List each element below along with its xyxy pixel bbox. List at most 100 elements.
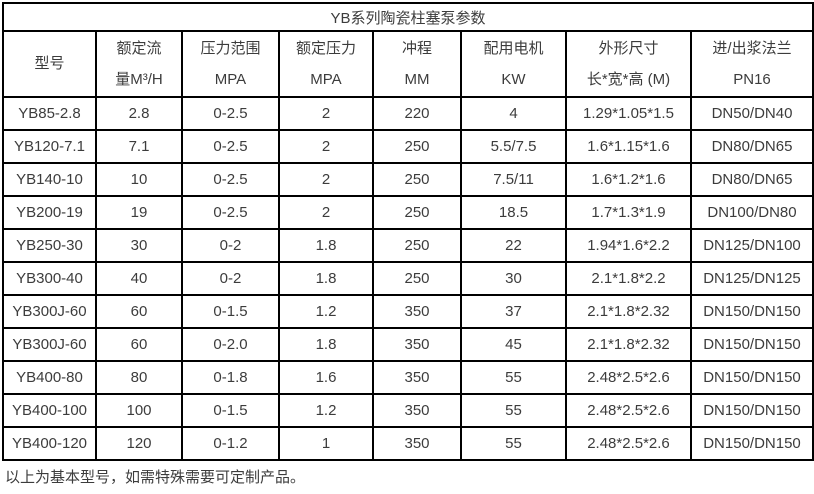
table-cell: YB300J-60 xyxy=(2,294,97,329)
table-cell: YB85-2.8 xyxy=(2,96,97,131)
table-cell: 0-2.0 xyxy=(181,327,280,362)
table-cell: 350 xyxy=(372,426,462,461)
table-cell: 40 xyxy=(95,261,183,296)
spec-table: YB系列陶瓷柱塞泵参数 型号 额定流 量M³/H 压力范围 MPA 额定压力 MPA 冲程 MM 配… xyxy=(1,2,814,461)
table-cell: 0-2.5 xyxy=(181,162,280,197)
table-cell: 30 xyxy=(460,261,567,296)
table-cell: 2.1*1.8*2.32 xyxy=(565,327,692,362)
table-cell: DN100/DN80 xyxy=(689,195,814,230)
header-cell: 冲程 MM xyxy=(372,30,462,98)
table-cell: 1.8 xyxy=(278,327,374,362)
header-line2: KW xyxy=(501,71,526,88)
table-cell: 10 xyxy=(95,162,183,197)
table-cell: 220 xyxy=(372,96,462,131)
table-cell: 1 xyxy=(278,426,374,461)
header-cell: 配用电机 KW xyxy=(460,30,567,98)
table-cell: DN150/DN150 xyxy=(689,393,814,428)
table-row: YB400-120 120 0-1.2 1 350 55 2.48*2.5*2.6 DN150… xyxy=(2,426,814,461)
header-line2: MPA xyxy=(310,71,342,88)
table-cell: DN150/DN150 xyxy=(689,426,814,461)
table-row: YB120-7.1 7.1 0-2.5 2 250 5.5/7.5 1.6*1.15*1.6… xyxy=(2,129,814,164)
table-cell: 22 xyxy=(460,228,567,263)
table-cell: 0-1.8 xyxy=(181,360,280,395)
table-cell: 2 xyxy=(278,129,374,164)
table-cell: 2.1*1.8*2.2 xyxy=(565,261,692,296)
header-cell: 型号 xyxy=(2,30,97,98)
table-cell: 60 xyxy=(95,294,183,329)
table-cell: DN125/DN125 xyxy=(689,261,814,296)
table-cell: 0-1.5 xyxy=(181,393,280,428)
table-cell: DN125/DN100 xyxy=(689,228,814,263)
table-cell: YB120-7.1 xyxy=(2,129,97,164)
table-cell: DN150/DN150 xyxy=(689,294,814,329)
table-cell: YB300-40 xyxy=(2,261,97,296)
table-cell: 1.94*1.6*2.2 xyxy=(565,228,692,263)
table-cell: DN80/DN65 xyxy=(689,162,814,197)
table-row: YB400-100 100 0-1.5 1.2 350 55 2.48*2.5*2.6 DN1… xyxy=(2,393,814,428)
table-cell: YB140-10 xyxy=(2,162,97,197)
table-cell: 45 xyxy=(460,327,567,362)
table-cell: 2 xyxy=(278,162,374,197)
table-cell: 37 xyxy=(460,294,567,329)
table-cell: 2.48*2.5*2.6 xyxy=(565,426,692,461)
table-cell: 0-2.5 xyxy=(181,195,280,230)
table-cell: 30 xyxy=(95,228,183,263)
table-cell: DN50/DN40 xyxy=(689,96,814,131)
table-cell: 60 xyxy=(95,327,183,362)
table-row: YB140-10 10 0-2.5 2 250 7.5/11 1.6*1.2*1.6 DN80… xyxy=(2,162,814,197)
spec-table-container: YB系列陶瓷柱塞泵参数 型号 额定流 量M³/H 压力范围 MPA 额定压力 MPA 冲程 MM 配… xyxy=(1,2,814,461)
table-cell: 250 xyxy=(372,261,462,296)
header-line1: 额定压力 xyxy=(295,40,356,57)
table-cell: 350 xyxy=(372,294,462,329)
header-line1: 配用电机 xyxy=(483,40,544,57)
header-line2: MM xyxy=(404,71,430,88)
table-cell: YB250-30 xyxy=(2,228,97,263)
table-cell: YB400-120 xyxy=(2,426,97,461)
header-line1: 压力范围 xyxy=(200,40,261,57)
table-cell: 7.1 xyxy=(95,129,183,164)
table-cell: 1.2 xyxy=(278,294,374,329)
table-cell: YB400-100 xyxy=(2,393,97,428)
table-cell: 250 xyxy=(372,129,462,164)
table-cell: 55 xyxy=(460,393,567,428)
table-cell: 80 xyxy=(95,360,183,395)
table-cell: 250 xyxy=(372,162,462,197)
table-title-row: YB系列陶瓷柱塞泵参数 xyxy=(1,2,814,32)
spec-table-body: YB系列陶瓷柱塞泵参数 型号 额定流 量M³/H 压力范围 MPA 额定压力 MPA 冲程 MM 配… xyxy=(1,2,814,461)
table-cell: 2.48*2.5*2.6 xyxy=(565,360,692,395)
header-line1: 进/出浆法兰 xyxy=(712,40,792,57)
table-cell: 5.5/7.5 xyxy=(460,129,567,164)
table-row: YB300J-60 60 0-1.5 1.2 350 37 2.1*1.8*2.32 DN15… xyxy=(2,294,814,329)
table-cell: 2 xyxy=(278,195,374,230)
header-line1: 外形尺寸 xyxy=(598,40,659,57)
table-cell: 18.5 xyxy=(460,195,567,230)
table-cell: 0-2 xyxy=(181,228,280,263)
footer-note: 以上为基本型号，如需特殊需要可定制产品。 xyxy=(5,469,306,486)
header-cell: 额定流 量M³/H xyxy=(95,30,183,98)
table-cell: 55 xyxy=(460,360,567,395)
table-cell: YB400-80 xyxy=(2,360,97,395)
table-cell: 0-1.2 xyxy=(181,426,280,461)
table-cell: 1.29*1.05*1.5 xyxy=(565,96,692,131)
header-cell: 压力范围 MPA xyxy=(181,30,280,98)
table-cell: 1.6*1.15*1.6 xyxy=(565,129,692,164)
table-cell: 350 xyxy=(372,327,462,362)
table-cell: YB300J-60 xyxy=(2,327,97,362)
table-row: YB85-2.8 2.8 0-2.5 2 220 4 1.29*1.05*1.5 DN50/D… xyxy=(2,96,814,131)
table-cell: 120 xyxy=(95,426,183,461)
table-cell: 2 xyxy=(278,96,374,131)
table-cell: 0-2.5 xyxy=(181,96,280,131)
header-line2: PN16 xyxy=(733,71,771,88)
table-title: YB系列陶瓷柱塞泵参数 xyxy=(1,2,814,32)
table-cell: 55 xyxy=(460,426,567,461)
header-line2: MPA xyxy=(214,71,247,88)
table-row: YB300J-60 60 0-2.0 1.8 350 45 2.1*1.8*2.32 DN15… xyxy=(2,327,814,362)
header-cell: 进/出浆法兰 PN16 xyxy=(689,30,814,98)
table-cell: 1.8 xyxy=(278,228,374,263)
table-cell: 250 xyxy=(372,195,462,230)
table-cell: 7.5/11 xyxy=(460,162,567,197)
header-line1: 冲程 xyxy=(401,40,432,57)
table-cell: 2.1*1.8*2.32 xyxy=(565,294,692,329)
table-cell: 1.6 xyxy=(278,360,374,395)
